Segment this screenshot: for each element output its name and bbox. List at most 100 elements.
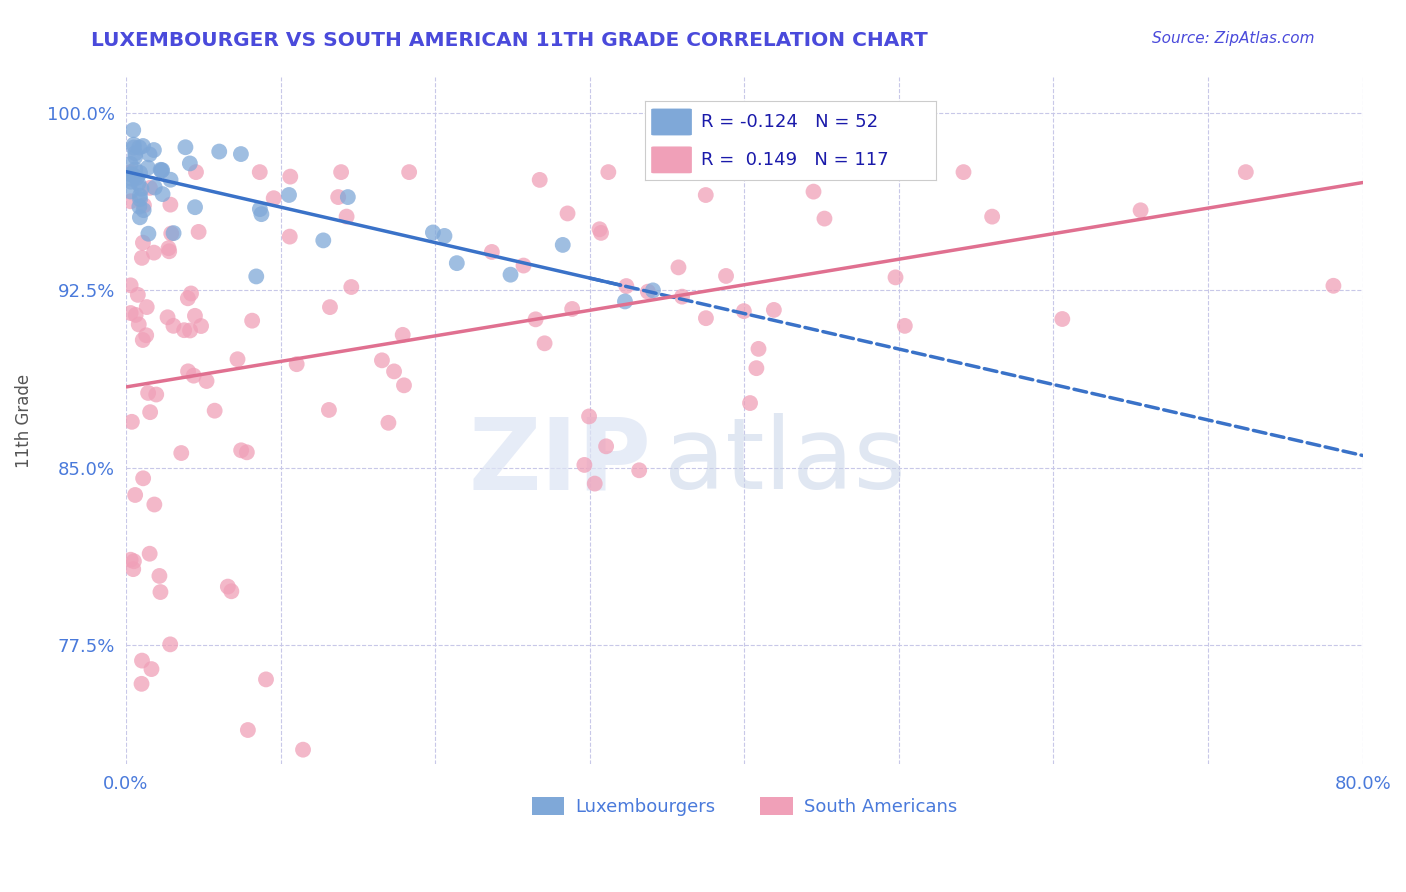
Point — [122, 554, 145, 568]
Point — [583, 476, 606, 491]
Point — [131, 182, 153, 196]
Point — [557, 206, 579, 220]
Point — [128, 318, 150, 332]
Point — [184, 165, 207, 179]
Point — [142, 245, 165, 260]
Point — [142, 143, 165, 157]
Point — [512, 259, 534, 273]
Point — [120, 185, 142, 199]
Point — [236, 723, 259, 737]
Point — [574, 458, 596, 472]
Point — [148, 569, 170, 583]
Point — [614, 279, 637, 293]
Point — [884, 270, 907, 285]
Point — [614, 294, 637, 309]
Point — [129, 166, 152, 180]
Point — [392, 378, 415, 392]
Point — [121, 415, 143, 429]
Point — [249, 165, 271, 179]
Point — [128, 140, 150, 154]
Point — [174, 140, 197, 154]
Point — [120, 165, 142, 179]
Point — [637, 285, 659, 299]
Point — [131, 654, 153, 668]
Point — [278, 229, 301, 244]
Point — [184, 200, 207, 214]
Point — [152, 187, 174, 202]
Point — [529, 173, 551, 187]
Point — [371, 353, 394, 368]
Point — [391, 327, 413, 342]
Point — [129, 211, 152, 225]
Point — [149, 585, 172, 599]
Point — [481, 244, 503, 259]
Point — [143, 498, 166, 512]
Point — [132, 203, 155, 218]
Point — [128, 200, 150, 214]
Point — [229, 147, 252, 161]
Point — [143, 180, 166, 194]
Point — [285, 357, 308, 371]
Point — [124, 162, 146, 177]
Point — [336, 190, 359, 204]
Point — [132, 333, 155, 347]
Point — [422, 226, 444, 240]
Point — [894, 318, 917, 333]
Point — [628, 463, 651, 477]
Point — [695, 311, 717, 326]
Point — [159, 197, 181, 211]
Point — [124, 146, 146, 161]
Point — [132, 198, 155, 212]
Point — [204, 403, 226, 417]
Point — [170, 446, 193, 460]
Point — [173, 323, 195, 337]
Point — [136, 386, 159, 401]
Point — [162, 226, 184, 240]
Point — [240, 313, 263, 327]
Text: Source: ZipAtlas.com: Source: ZipAtlas.com — [1152, 31, 1315, 46]
Point — [250, 207, 273, 221]
Point — [382, 364, 405, 378]
Point — [124, 308, 146, 322]
Point — [127, 177, 149, 191]
Point — [336, 210, 359, 224]
Point — [177, 364, 200, 378]
Point — [668, 260, 690, 275]
Point — [236, 445, 259, 459]
Point — [159, 637, 181, 651]
Point — [124, 488, 146, 502]
Point — [120, 553, 142, 567]
Point — [695, 188, 717, 202]
Point — [132, 471, 155, 485]
Point — [135, 328, 157, 343]
Point — [762, 302, 785, 317]
Point — [177, 291, 200, 305]
Point — [190, 319, 212, 334]
Point — [377, 416, 399, 430]
Point — [184, 309, 207, 323]
Point — [524, 312, 547, 326]
Point — [446, 256, 468, 270]
Point — [217, 580, 239, 594]
Point — [162, 318, 184, 333]
Point — [533, 336, 555, 351]
Point — [120, 306, 142, 320]
Point — [136, 161, 159, 175]
Point — [131, 677, 153, 691]
Point — [132, 235, 155, 250]
Point — [312, 233, 335, 247]
Point — [747, 165, 769, 179]
Point — [278, 169, 301, 184]
Point — [226, 352, 249, 367]
Point — [120, 194, 142, 209]
Point — [588, 222, 610, 236]
Point — [433, 228, 456, 243]
Point — [254, 673, 277, 687]
Point — [149, 162, 172, 177]
Point — [127, 288, 149, 302]
Point — [598, 165, 620, 179]
Point — [131, 251, 153, 265]
Y-axis label: 11th Grade: 11th Grade — [15, 374, 32, 467]
Point — [150, 163, 173, 178]
Point — [745, 165, 768, 179]
